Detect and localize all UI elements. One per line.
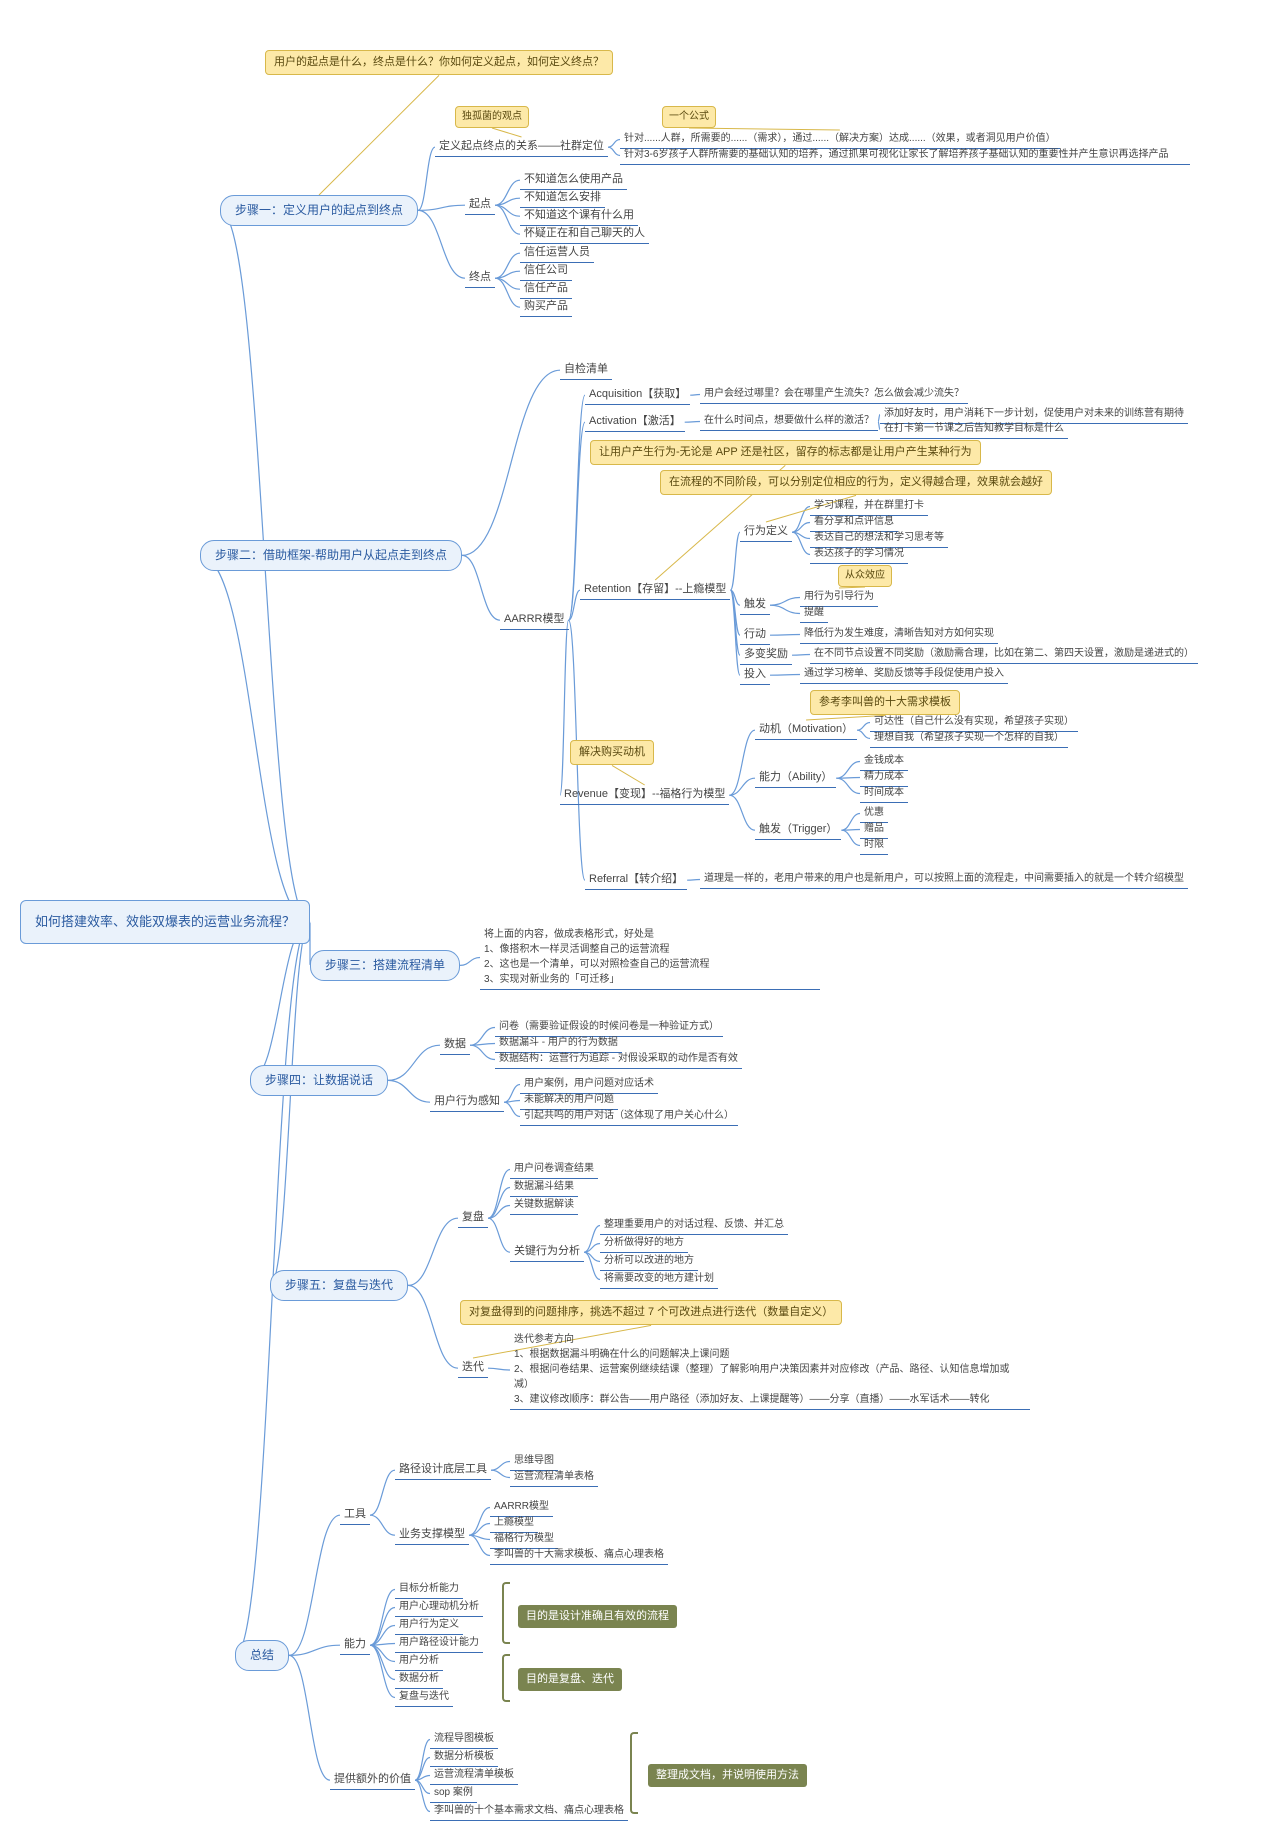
sum-c2: 用户心理动机分析	[395, 1598, 483, 1617]
step1-relation: 定义起点终点的关系——社群定位	[435, 137, 608, 157]
step2-ret: Retention【存留】--上瘾模型	[580, 580, 730, 600]
ret-bdef: 行为定义	[740, 522, 792, 542]
step5-f4b: 分析做得好的地方	[600, 1234, 688, 1253]
callout-motive: 解决购买动机	[570, 740, 654, 765]
step2-selfcheck: 自检清单	[560, 360, 612, 380]
ret-act: 行动	[740, 625, 770, 645]
sum-c6: 数据分析	[395, 1670, 443, 1689]
step4-u3: 引起共鸣的用户对话（这体现了用户关心什么）	[520, 1107, 738, 1126]
sum-c4: 用户路径设计能力	[395, 1634, 483, 1653]
step4-ub: 用户行为感知	[430, 1092, 504, 1112]
callout-herd: 从众效应	[838, 565, 892, 587]
step4-d3: 数据结构：运营行为追踪 - 对假设采取的动作是否有效	[495, 1050, 742, 1069]
step2-acq: Acquisition【获取】	[585, 385, 690, 405]
bracket-3	[630, 1732, 638, 1814]
rev-mot-b: 理想自我（希望孩子实现一个怎样的自我）	[870, 729, 1068, 748]
callout-formula: 一个公式	[662, 106, 716, 128]
callout-viewpoint: 独孤菌的观点	[455, 106, 529, 128]
step5-f4: 关键行为分析	[510, 1242, 584, 1262]
step5-f1: 用户问卷调查结果	[510, 1160, 598, 1179]
sum-c1: 目标分析能力	[395, 1580, 463, 1599]
step1-e-d: 购买产品	[520, 297, 572, 317]
ret-bdef-d: 表达孩子的学习情况	[810, 545, 908, 564]
step1-start: 起点	[465, 195, 495, 215]
step5-f4d: 将需要改变的地方建计划	[600, 1270, 718, 1289]
step1-s-d: 怀疑正在和自己聊天的人	[520, 224, 649, 244]
step3-branch: 步骤三：搭建流程清单	[310, 950, 460, 981]
summary-branch: 总结	[235, 1640, 289, 1671]
step5-dd-text: 迭代参考方向 1、根据数据漏斗明确在什么的问题解决上课问题 2、根据问卷结果、运…	[510, 1330, 1030, 1410]
sum-tools: 工具	[340, 1505, 370, 1525]
step5-dd: 迭代	[458, 1358, 488, 1378]
olive-doc: 整理成文档，并说明使用方法	[648, 1764, 807, 1787]
sum-t1: 路径设计底层工具	[395, 1460, 491, 1480]
olive-design: 目的是设计准确且有效的流程	[518, 1605, 677, 1628]
step5-fp: 复盘	[458, 1208, 488, 1228]
ret-trig: 触发	[740, 595, 770, 615]
root-topic: 如何搭建效率、效能双爆表的运营业务流程？	[20, 900, 310, 944]
sum-c3: 用户行为定义	[395, 1616, 463, 1635]
sum-c7: 复盘与迭代	[395, 1688, 453, 1707]
sum-v5: 李叫兽的十个基本需求文档、痛点心理表格	[430, 1802, 628, 1821]
step4-data: 数据	[440, 1035, 470, 1055]
step2-aarrr: AARRR模型	[500, 610, 569, 630]
ret-rew: 多变奖励	[740, 645, 792, 665]
step1-formula-b: 针对3-6岁孩子人群所需要的基础认知的培养，通过抓果可视化让家长了解培养孩子基础…	[620, 146, 1190, 165]
sum-v4: sop 案例	[430, 1784, 477, 1803]
step2-act-a: 在什么时间点，想要做什么样的激活？	[700, 412, 878, 431]
sum-t2: 业务支撑模型	[395, 1525, 469, 1545]
step2-act-c: 在打卡第一节课之后告知教学目标是什么	[880, 420, 1068, 439]
step5-f3: 关键数据解读	[510, 1196, 578, 1215]
step2-ref: Referral【转介绍】	[585, 870, 687, 890]
step3-text: 将上面的内容，做成表格形式，好处是 1、像搭积木一样灵活调整自己的运营流程 2、…	[480, 925, 820, 990]
step2-act: Activation【激活】	[585, 412, 685, 432]
sum-v2: 数据分析模板	[430, 1748, 498, 1767]
rev-trg-c: 时限	[860, 836, 888, 855]
callout-retention-note: 让用户产生行为-无论是 APP 还是社区，留存的标志都是让用户产生某种行为	[590, 440, 981, 465]
step5-branch: 步骤五：复盘与迭代	[270, 1270, 408, 1301]
rev-abi-c: 时间成本	[860, 784, 908, 803]
callout-template: 参考李叫兽的十大需求模板	[810, 690, 960, 715]
ret-inv-a: 通过学习榜单、奖励反馈等手段促使用户投入	[800, 665, 1008, 684]
bracket-2	[502, 1654, 510, 1702]
step4-branch: 步骤四：让数据说话	[250, 1065, 388, 1096]
olive-iterate: 目的是复盘、迭代	[518, 1668, 622, 1691]
sum-t1b: 运营流程清单表格	[510, 1468, 598, 1487]
step2-acq-a: 用户会经过哪里？会在哪里产生流失？怎么做会减少流失？	[700, 385, 968, 404]
step2-rev: Revenue【变现】--福格行为模型	[560, 785, 729, 805]
ret-inv: 投入	[740, 665, 770, 685]
step5-f2: 数据漏斗结果	[510, 1178, 578, 1197]
step2-ref-a: 道理是一样的，老用户带来的用户也是新用户，可以按照上面的流程走，中间需要插入的就…	[700, 870, 1188, 889]
sum-c5: 用户分析	[395, 1652, 443, 1671]
sum-t2d: 李叫兽的十大需求模板、痛点心理表格	[490, 1546, 668, 1565]
step5-f4c: 分析可以改进的地方	[600, 1252, 698, 1271]
ret-trig-b: 提醒	[800, 604, 828, 623]
ret-rew-a: 在不同节点设置不同奖励（激励需合理，比如在第二、第四天设置，激励是递进式的）	[810, 645, 1198, 664]
step5-f4a: 整理重要用户的对话过程、反馈、并汇总	[600, 1216, 788, 1235]
rev-abi: 能力（Ability）	[755, 768, 836, 788]
step1-branch: 步骤一：定义用户的起点到终点	[220, 195, 418, 226]
ret-act-a: 降低行为发生难度，清晰告知对方如何实现	[800, 625, 998, 644]
rev-mot: 动机（Motivation）	[755, 720, 857, 740]
rev-trg: 触发（Trigger）	[755, 820, 841, 840]
step2-branch: 步骤二：借助框架-帮助用户从起点走到终点	[200, 540, 462, 571]
sum-v1: 流程导图模板	[430, 1730, 498, 1749]
callout-question: 用户的起点是什么，终点是什么？你如何定义起点，如何定义终点？	[265, 50, 613, 75]
sum-val: 提供额外的价值	[330, 1770, 415, 1790]
bracket-1	[502, 1582, 510, 1644]
callout-iterate: 对复盘得到的问题排序，挑选不超过 7 个可改进点进行迭代（数量自定义）	[460, 1300, 842, 1325]
sum-cap: 能力	[340, 1635, 370, 1655]
sum-v3: 运营流程清单模板	[430, 1766, 518, 1785]
callout-stage-note: 在流程的不同阶段，可以分别定位相应的行为，定义得越合理，效果就会越好	[660, 470, 1052, 495]
step1-end: 终点	[465, 268, 495, 288]
